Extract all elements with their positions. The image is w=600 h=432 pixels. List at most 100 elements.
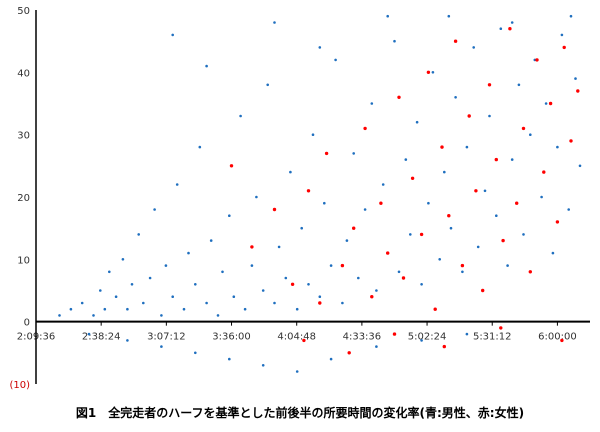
male-point	[461, 270, 464, 274]
x-tick-label: 5:02:24	[408, 332, 447, 343]
male-point	[58, 314, 61, 317]
male-point	[239, 114, 242, 118]
male-point	[121, 258, 125, 261]
male-point	[221, 270, 224, 274]
y-tick-label: (10)	[9, 380, 30, 391]
female-point	[440, 145, 444, 149]
y-tick-label: 10	[17, 255, 30, 266]
x-tick-label: 3:07:12	[147, 332, 186, 343]
y-tick-label: 20	[17, 193, 30, 204]
male-point	[216, 314, 220, 317]
male-point	[540, 195, 543, 199]
male-point	[261, 364, 265, 367]
male-point	[329, 357, 333, 361]
female-point	[386, 251, 390, 255]
male-point	[243, 307, 247, 311]
female-point	[555, 220, 560, 224]
female-point	[447, 214, 451, 218]
female-point	[453, 39, 458, 43]
male-point	[578, 164, 582, 168]
female-point	[499, 326, 503, 330]
female-point	[535, 58, 539, 62]
male-point	[284, 276, 288, 280]
female-point	[433, 307, 437, 311]
male-point	[187, 251, 190, 255]
female-point	[397, 95, 401, 100]
male-point	[228, 214, 231, 217]
male-point	[397, 270, 401, 274]
y-axis-ticks: 50 40 30 20 10 0 (10)	[9, 6, 30, 391]
male-point	[465, 145, 469, 149]
male-point	[556, 145, 559, 149]
male-point	[517, 83, 521, 87]
male-point	[318, 46, 322, 49]
x-tick-label: 2:38:24	[82, 332, 121, 343]
female-point	[521, 126, 526, 131]
male-point	[171, 33, 174, 37]
female-point	[324, 151, 329, 156]
female-point	[302, 338, 306, 343]
y-tick-label: 0	[24, 318, 30, 329]
female-point	[410, 176, 415, 180]
female-point	[474, 189, 478, 193]
female-point	[515, 201, 519, 205]
female-point	[340, 263, 345, 268]
male-point	[506, 264, 509, 267]
female-point	[363, 126, 367, 131]
male-point	[427, 201, 430, 205]
female-point	[576, 89, 580, 93]
male-point	[228, 357, 231, 361]
male-point	[329, 264, 333, 267]
female-point	[419, 232, 424, 237]
male-point	[182, 307, 186, 311]
male-point	[295, 370, 299, 373]
female-point	[560, 338, 564, 343]
female-point	[487, 83, 492, 87]
male-point	[551, 251, 555, 255]
male-point	[175, 183, 179, 186]
male-point	[171, 295, 174, 299]
female-point	[306, 189, 311, 193]
male-point	[232, 295, 236, 299]
female-point	[542, 170, 546, 174]
male-point	[126, 339, 129, 342]
male-point	[205, 301, 208, 305]
male-point	[472, 46, 476, 49]
female-point	[548, 101, 553, 106]
male-point	[194, 351, 197, 355]
male-point	[465, 332, 469, 336]
male-point	[92, 314, 95, 317]
male-point	[499, 27, 503, 31]
male-point	[393, 39, 396, 43]
male-point	[443, 170, 446, 174]
x-axis-ticks: 2:09:362:38:243:07:123:36:004:04:484:33:…	[17, 321, 577, 343]
female-point	[442, 344, 446, 349]
male-point	[363, 208, 367, 211]
male-point	[352, 152, 356, 155]
female-point	[370, 295, 374, 299]
female-point	[508, 27, 512, 31]
male-point	[311, 133, 315, 136]
male-point	[415, 120, 419, 124]
male-point	[404, 158, 408, 161]
male-point	[277, 245, 281, 249]
male-point	[375, 345, 378, 348]
male-point	[198, 145, 202, 149]
female-point	[528, 270, 532, 274]
male-point	[454, 96, 457, 99]
male-point	[209, 239, 213, 242]
male-point	[495, 214, 498, 217]
female-point	[250, 245, 254, 249]
male-point	[160, 345, 163, 348]
male-point	[103, 307, 107, 311]
x-tick-label: 6:00:00	[538, 332, 577, 343]
male-point	[569, 14, 573, 18]
male-point	[420, 283, 423, 286]
male-point	[341, 301, 344, 305]
male-point	[130, 283, 134, 286]
male-point	[108, 270, 111, 274]
male-point	[381, 183, 385, 186]
x-tick-label: 4:04:48	[277, 332, 316, 343]
male-point	[345, 239, 349, 242]
